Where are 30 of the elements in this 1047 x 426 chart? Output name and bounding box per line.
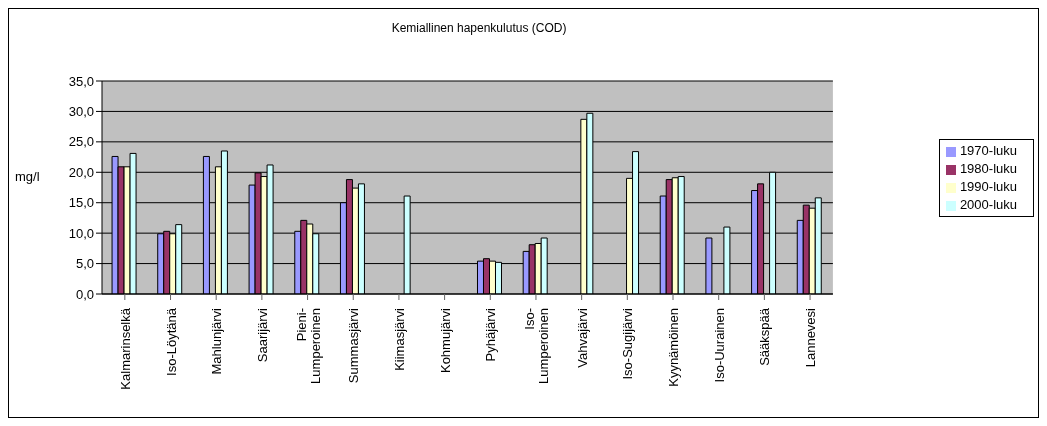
x-tick-label: Pyhäjärvi [483, 307, 499, 362]
y-tick-label: 5,0 [75, 256, 94, 272]
x-tick-label: Iso-Uurainen [711, 308, 727, 383]
x-tick-label: Vahvajärvi [574, 307, 590, 368]
y-axis-title: mg/l [15, 169, 40, 184]
y-tick-label: 25,0 [68, 134, 94, 150]
x-tick-label: Iso-Lumperoinen [521, 308, 551, 384]
x-tick-label: Kiimasjärvi [391, 307, 407, 371]
y-tick-label: 30,0 [68, 104, 94, 120]
legend-label: 1970-luku [959, 143, 1017, 158]
y-tick-label: 15,0 [68, 195, 94, 211]
x-tick-label: Lannevesi [803, 307, 819, 368]
y-tick-label: 10,0 [68, 225, 94, 241]
y-tick-label: 0,0 [75, 286, 94, 302]
x-tick-label: Saarijärvi [254, 307, 270, 363]
legend-label: 2000-luku [959, 197, 1017, 212]
legend-label: 1980-luku [959, 161, 1017, 176]
x-tick-label: Kyynämöinen [666, 308, 682, 387]
x-tick-label: Mahlunjärvi [209, 307, 225, 375]
x-tick-label: Kohmujärvi [437, 307, 453, 374]
x-tick-label: Iso-Sugijärvi [620, 307, 636, 380]
x-tick-label: Kalmarinselkä [117, 307, 133, 390]
y-tick-label: 20,0 [68, 164, 94, 180]
x-tick-label: Pieni-Lumperoinen [293, 308, 323, 384]
y-tick-label: 35,0 [68, 73, 94, 89]
x-tick-label: Summasjärvi [346, 307, 362, 384]
x-tick-label: Iso-Löytänä [163, 307, 179, 376]
legend-label: 1990-luku [959, 179, 1017, 194]
x-tick-label: Sääkspää [757, 307, 773, 366]
chart-title: Kemiallinen hapenkulutus (COD) [390, 21, 568, 35]
